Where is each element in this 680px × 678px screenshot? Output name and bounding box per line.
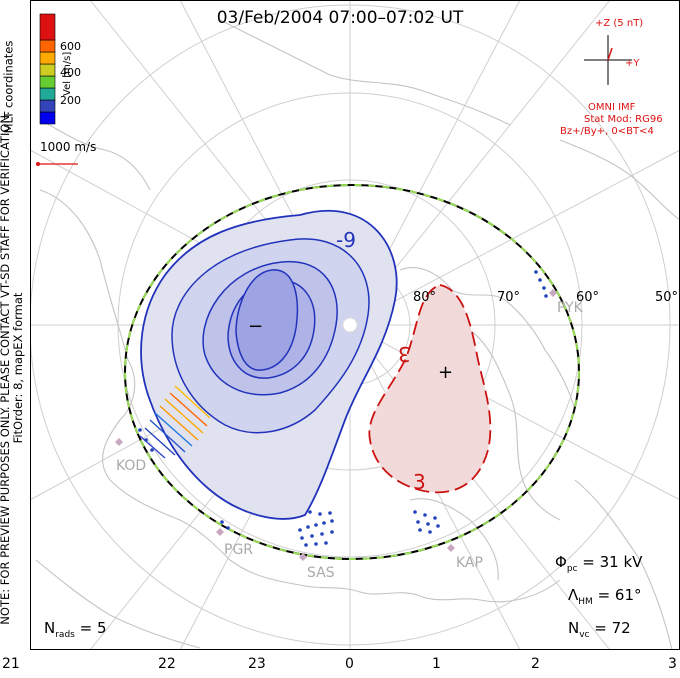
- potential-minimum-marker: −: [248, 316, 264, 337]
- radar-label-sas: SAS: [307, 565, 335, 581]
- radar-label-kod: KOD: [116, 458, 147, 474]
- vector-scale-label: 1000 m/s: [40, 140, 97, 154]
- stat-n-rads: Nrads = 5: [44, 619, 107, 640]
- mlt-label-3: 3: [668, 656, 677, 672]
- imf-plus-y: +Y: [625, 58, 640, 69]
- stat-n-vc: Nvc = 72: [568, 619, 631, 640]
- velocity-vectors-kod: [139, 385, 211, 459]
- stat-n-rads-value: 5: [96, 619, 107, 637]
- potential-maximum-marker: +: [438, 362, 454, 383]
- radar-label-kap: KAP: [456, 555, 483, 571]
- colorbar-tick-200: 200: [60, 94, 81, 107]
- note-line-2: FitOrder: 8, mapEX format: [11, 292, 25, 444]
- mlt-label-0: 0: [345, 656, 354, 672]
- stat-lambda-hm-value: 61°: [614, 586, 642, 604]
- latitude-label-50: 50°: [655, 290, 679, 305]
- imf-model: Stat Mod: RG96: [584, 114, 663, 125]
- colorbar-tick-600: 600: [60, 40, 81, 53]
- radar-label-pyk: PYK: [557, 300, 583, 316]
- stat-phi-pc-value: 31 kV: [599, 553, 643, 571]
- mlt-label-22: 22: [158, 656, 176, 672]
- vector-scale-dot: [36, 162, 40, 166]
- page-title: 03/Feb/2004 07:00–07:02 UT: [216, 8, 464, 28]
- positive-potential-cell: [368, 284, 492, 494]
- mlt-label-2: 2: [531, 656, 540, 672]
- negative-potential-cell: [140, 209, 398, 520]
- imf-source: OMNI IMF: [588, 102, 636, 113]
- negative-contour-label: -9: [336, 228, 356, 252]
- imf-dial: [584, 35, 632, 85]
- stat-lambda-hm: ΛHM = 61°: [568, 586, 642, 607]
- mlt-label-21: 21: [2, 656, 20, 672]
- latitude-label-70: 70°: [497, 290, 521, 305]
- hm-boundary-dash: [124, 184, 580, 560]
- radar-sites: [115, 289, 557, 561]
- mlt-label-23: 23: [248, 656, 266, 672]
- mlt-label-1: 1: [432, 656, 441, 672]
- latitude-label-80: 80°: [413, 290, 437, 305]
- stat-n-vc-value: 72: [611, 619, 631, 637]
- velocity-colorbar: [39, 13, 56, 125]
- stat-phi-pc: Φpc = 31 kV: [555, 553, 643, 574]
- coordinate-system: MLT coordinates: [1, 40, 16, 134]
- radar-dots: [138, 270, 548, 547]
- colorbar-tick-400: 400: [60, 66, 81, 79]
- imf-plus-z: +Z (5 nT): [595, 18, 644, 29]
- positive-contour-label-1: 3: [398, 342, 411, 366]
- pole-marker: [342, 317, 358, 333]
- radar-label-pgr: PGR: [224, 542, 254, 558]
- positive-contour-label-2: 3: [413, 470, 426, 494]
- colorbar-label: Vel [m/s]: [62, 51, 73, 96]
- coastlines: [35, 19, 680, 650]
- preview-note: NOTE: FOR PREVIEW PURPOSES ONLY. PLEASE …: [0, 58, 25, 678]
- imf-conditions: Bz+/By+, 0<BT<4: [560, 126, 654, 137]
- latitude-label-60: 60°: [576, 290, 600, 305]
